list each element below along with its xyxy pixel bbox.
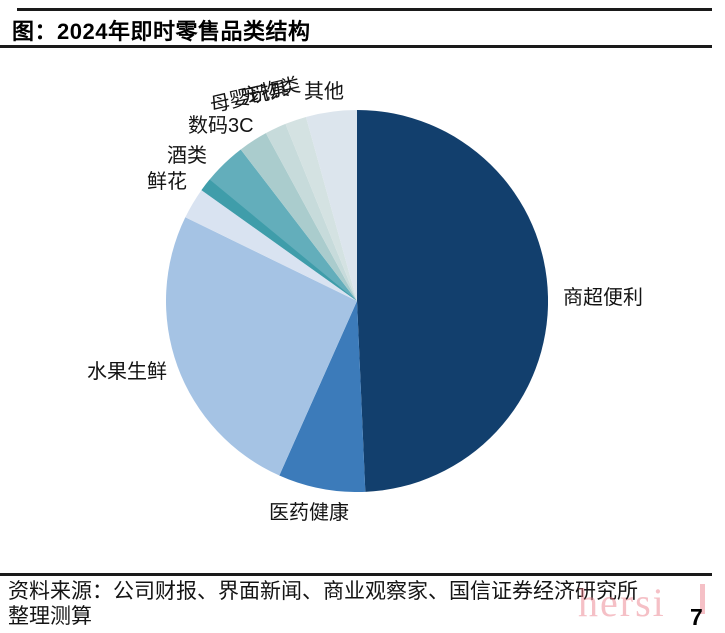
pie-slice-2 (279, 301, 366, 492)
pie-label-3: 水果生鲜 (87, 361, 167, 383)
pie-slice-3 (166, 217, 357, 476)
footer-top-rule (0, 573, 712, 576)
pie-label-2: 医药健康 (269, 502, 349, 524)
page-number: 7 (690, 604, 703, 630)
pie-label-6: 数码3C (188, 115, 254, 137)
page-title: 图：2024年即时零售品类结构 (12, 19, 311, 44)
pie-slice-6 (240, 133, 357, 301)
source-note-line1: 资料来源：公司财报、界面新闻、商业观察家、国信证券经济研究所 (8, 580, 638, 603)
pie-label-9: 其他 (304, 81, 344, 103)
pie-slice-7 (265, 123, 357, 301)
pie-label-8: 宠物类 (239, 74, 303, 109)
pie-slice-8 (285, 116, 357, 301)
pie-slice-9 (305, 110, 357, 301)
pie-slice-4 (185, 190, 357, 301)
top-rule (17, 8, 712, 11)
pie-slice-5 (201, 149, 357, 301)
pie-slice-1 (357, 110, 548, 492)
pie-chart: 商超便利 医药健康 水果生鲜 鲜花 酒类 数码3C 母婴玩具 宠物类 其他 (0, 52, 725, 567)
title-bottom-rule (0, 45, 712, 48)
pie-label-4: 鲜花 (147, 171, 187, 193)
source-note-line2: 整理测算 (8, 605, 92, 628)
pie-label-5: 酒类 (167, 145, 207, 167)
pie-chart-svg (166, 110, 548, 492)
pie-slice-5-edge (201, 179, 357, 301)
pie-label-1: 商超便利 (563, 287, 643, 309)
source-note: 资料来源：公司财报、界面新闻、商业观察家、国信证券经济研究所 整理测算 (8, 579, 708, 629)
